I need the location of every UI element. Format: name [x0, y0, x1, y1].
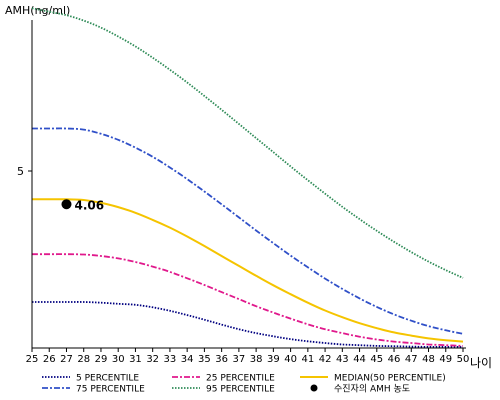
- x-tick-label: 29: [95, 354, 108, 365]
- x-axis-label: 나이: [470, 356, 492, 370]
- legend-label-3: 75 PERCENTILE: [76, 385, 145, 395]
- x-tick-label: 44: [353, 354, 366, 365]
- x-tick-label: 27: [60, 354, 73, 365]
- x-tick-label: 41: [301, 354, 314, 365]
- x-tick-label: 30: [112, 354, 125, 365]
- x-tick-label: 45: [370, 354, 383, 365]
- series-lines: [31, 7, 464, 348]
- x-tick-label: 34: [181, 354, 194, 365]
- legend-label-2: MEDIAN(50 PERCENTILE): [334, 374, 446, 384]
- x-tick-label: 46: [388, 354, 401, 365]
- x-tick-label: 39: [267, 354, 280, 365]
- series-line-1: [32, 253, 464, 347]
- x-tick-label: 38: [250, 354, 263, 365]
- legend-swatch-patient: [310, 384, 318, 392]
- y-axis-label: AMH(ng/ml): [5, 4, 70, 17]
- y-ticks: 5 10: [10, 0, 32, 178]
- x-tick-label: 31: [129, 354, 142, 365]
- axes: [31, 20, 466, 349]
- x-tick-label: 35: [198, 354, 211, 365]
- y-tick-label: 5: [17, 165, 24, 178]
- legend-label-1: 25 PERCENTILE: [206, 374, 275, 384]
- x-tick-label: 26: [43, 354, 56, 365]
- x-tick-label: 48: [422, 354, 435, 365]
- series-line-2: [32, 198, 464, 343]
- x-tick-label: 36: [215, 354, 228, 365]
- legend-label-patient: 수진자의 AMH 농도: [334, 384, 410, 395]
- x-tick-label: 25: [26, 354, 39, 365]
- y-tick-label: 10: [10, 0, 24, 1]
- x-tick-label: 43: [336, 354, 349, 365]
- x-tick-label: 37: [233, 354, 246, 365]
- series-line-3: [31, 127, 464, 335]
- legend: 5 PERCENTILE 25 PERCENTILE MEDIAN(50 PERCE…: [42, 374, 446, 395]
- patient-marker: 4.06: [61, 198, 104, 212]
- patient-point: [61, 199, 72, 210]
- series-line-0: [32, 301, 463, 348]
- legend-label-4: 95 PERCENTILE: [206, 385, 275, 395]
- series-line-4: [31, 7, 464, 279]
- x-tick-label: 47: [405, 354, 418, 365]
- x-tick-label: 49: [439, 354, 452, 365]
- x-tick-label: 28: [77, 354, 90, 365]
- x-tick-label: 40: [284, 354, 297, 365]
- x-tick-label: 50: [457, 354, 470, 365]
- legend-label-0: 5 PERCENTILE: [76, 374, 139, 384]
- x-tick-label: 32: [146, 354, 159, 365]
- x-ticks: 25 26 27 28 29 30 31 32 33 34 35 36 37 38 39 40 41 42 43 44…: [26, 348, 470, 365]
- patient-value-label: 4.06: [74, 198, 104, 212]
- x-tick-label: 42: [319, 354, 332, 365]
- x-tick-label: 33: [164, 354, 177, 365]
